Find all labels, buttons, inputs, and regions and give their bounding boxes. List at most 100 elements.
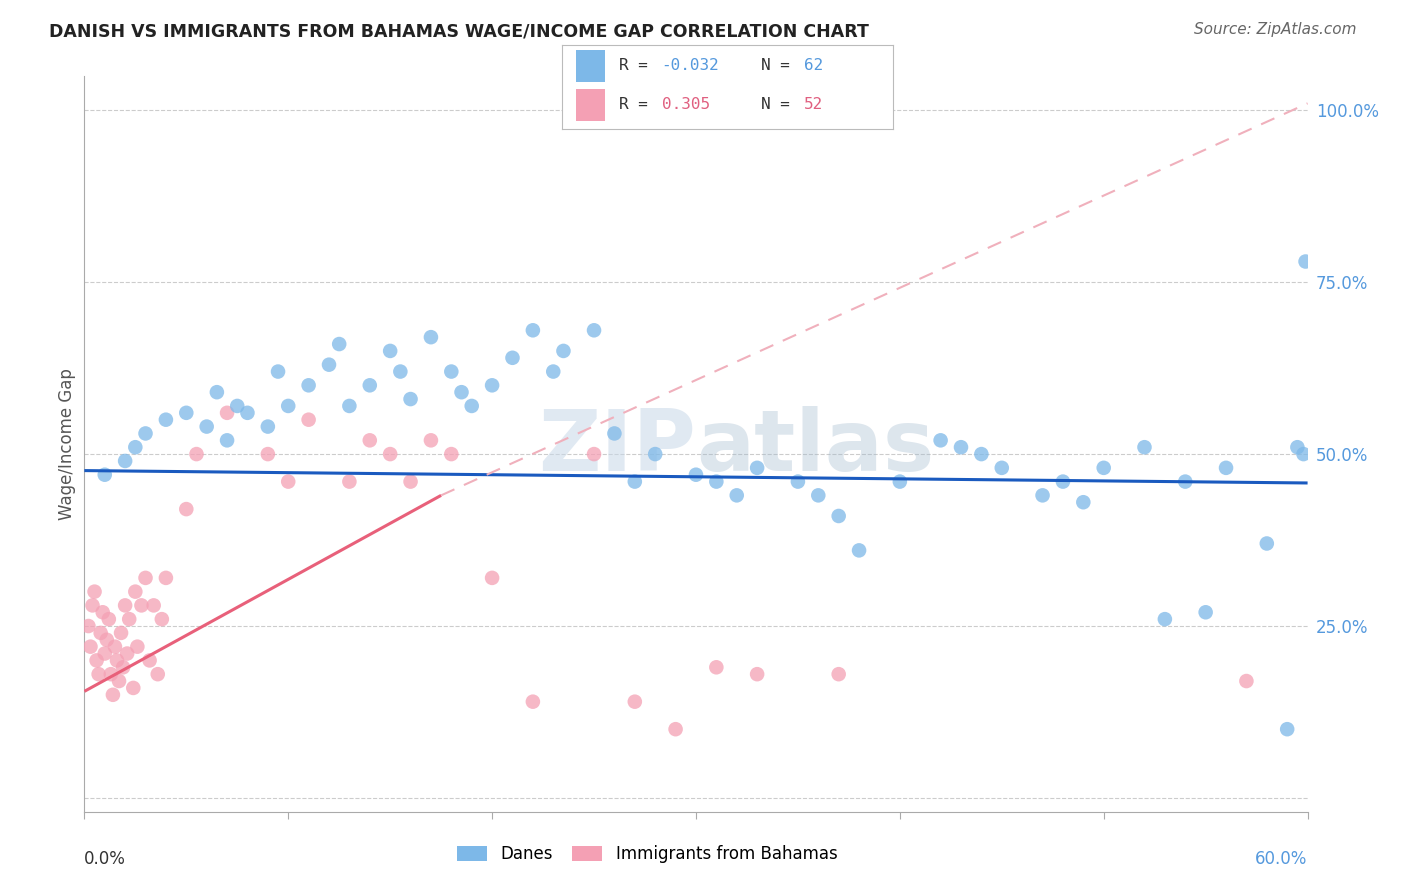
Text: R =: R = [619,58,657,73]
Point [205,385,228,400]
Point [195,419,218,434]
Point [1277,722,1299,736]
Point [114,454,136,468]
Text: R =: R = [619,97,666,112]
Point [522,323,544,337]
Point [105,653,128,667]
Point [1174,475,1197,489]
Text: 0.305: 0.305 [662,97,710,112]
Point [522,695,544,709]
Point [1092,460,1115,475]
Point [685,467,707,482]
Point [1256,536,1278,550]
Point [747,460,769,475]
Point [127,640,149,654]
Text: N =: N = [761,97,799,112]
Point [83,584,105,599]
Point [1154,612,1177,626]
Point [114,599,136,613]
Text: 52: 52 [804,97,823,112]
Point [90,626,112,640]
Point [86,653,108,667]
Point [100,667,122,681]
Point [150,612,173,626]
Point [87,667,110,681]
FancyBboxPatch shape [575,50,606,82]
Text: ZIP: ZIP [538,406,696,489]
Point [298,378,321,392]
Point [481,571,503,585]
Point [97,612,120,626]
Point [583,447,606,461]
Point [135,426,157,441]
Point [217,434,239,448]
Point [82,599,104,613]
Text: DANISH VS IMMIGRANTS FROM BAHAMAS WAGE/INCOME GAP CORRELATION CHART: DANISH VS IMMIGRANTS FROM BAHAMAS WAGE/I… [49,22,869,40]
Point [1052,475,1074,489]
Point [380,447,402,461]
Point [1032,488,1054,502]
Text: Source: ZipAtlas.com: Source: ZipAtlas.com [1194,22,1357,37]
Point [929,434,952,448]
Point [950,440,973,454]
Point [1215,460,1237,475]
Point [1133,440,1156,454]
Point [135,571,157,585]
Point [359,434,381,448]
Point [174,502,197,516]
Point [461,399,484,413]
Point [155,413,177,427]
Point [277,475,299,489]
Point [93,467,115,482]
Point [267,365,290,379]
Point [359,378,381,392]
Text: 62: 62 [804,58,823,73]
Point [380,343,402,358]
Point [118,612,141,626]
Point [96,632,118,647]
Point [1286,440,1309,454]
Point [298,413,321,427]
Point [665,722,688,736]
Point [1292,447,1315,461]
Point [553,343,575,358]
Text: -0.032: -0.032 [662,58,720,73]
Point [828,508,851,523]
Point [174,406,197,420]
Point [848,543,870,558]
Point [440,365,463,379]
Point [328,337,350,351]
Point [138,653,160,667]
Point [277,399,299,413]
Point [1236,674,1258,689]
Text: 60.0%: 60.0% [1256,849,1308,868]
Point [115,647,138,661]
Point [122,681,145,695]
Point [970,447,993,461]
Point [502,351,524,365]
Y-axis label: Wage/Income Gap: Wage/Income Gap [58,368,76,520]
Point [787,475,810,489]
Point [131,599,153,613]
Point [93,647,115,661]
Point [142,599,165,613]
Point [481,378,503,392]
Text: N =: N = [761,58,799,73]
Point [112,660,135,674]
Point [226,399,249,413]
Point [339,399,361,413]
Point [706,475,728,489]
Point [186,447,208,461]
Point [108,674,131,689]
Point [104,640,127,654]
Point [725,488,748,502]
Point [399,392,422,406]
Legend: Danes, Immigrants from Bahamas: Danes, Immigrants from Bahamas [450,838,844,870]
Point [644,447,666,461]
Point [828,667,851,681]
Point [146,667,169,681]
Point [543,365,565,379]
Point [389,365,412,379]
Point [236,406,259,420]
Point [450,385,472,400]
